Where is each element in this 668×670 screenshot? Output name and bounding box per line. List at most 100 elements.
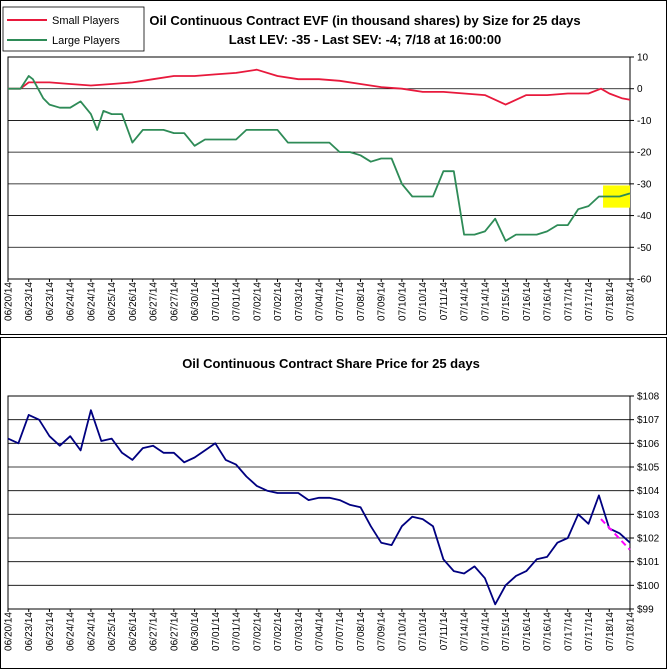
bottom-x-tick-label: 07/02/14 bbox=[273, 612, 284, 651]
top-x-tick-label: 06/25/14 bbox=[107, 282, 118, 321]
bottom-x-tick-label: 06/27/14 bbox=[169, 612, 180, 651]
top-x-tick-label: 07/15/14 bbox=[501, 282, 512, 321]
top-gridlines bbox=[8, 88, 630, 248]
series-line-price bbox=[7, 409, 631, 606]
top-y-tick-label: -50 bbox=[637, 243, 652, 254]
top-x-tick-label: 06/23/14 bbox=[24, 282, 35, 321]
bottom-x-tick-labels: 06/20/14 06/23/14 06/23/14 06/24/14 06/24/14… bbox=[4, 609, 637, 651]
bottom-x-tick-label: 07/01/14 bbox=[232, 612, 243, 651]
top-y-tick-label: -40 bbox=[637, 211, 652, 222]
top-x-tick-label: 06/23/14 bbox=[45, 282, 56, 321]
bottom-y-tick-label: $104 bbox=[637, 486, 660, 497]
top-legend: Small Players Large Players bbox=[2, 6, 145, 52]
top-x-tick-label: 07/10/14 bbox=[418, 282, 429, 321]
bottom-y-tick-label: $101 bbox=[637, 557, 660, 568]
trendline bbox=[600, 518, 631, 551]
bottom-x-tick-label: 07/10/14 bbox=[418, 612, 429, 651]
top-x-tick-label: 07/18/14 bbox=[626, 282, 637, 321]
bottom-y-tick-label: $99 bbox=[637, 605, 654, 616]
top-plot-area bbox=[7, 56, 631, 280]
bottom-x-tick-label: 07/07/14 bbox=[335, 612, 346, 651]
legend-box bbox=[2, 6, 145, 52]
top-x-tick-label: 07/01/14 bbox=[232, 282, 243, 321]
top-y-tick-label: -30 bbox=[637, 179, 652, 190]
top-x-tick-label: 07/10/14 bbox=[397, 282, 408, 321]
bottom-x-tick-label: 07/17/14 bbox=[584, 612, 595, 651]
top-x-tick-label: 06/20/14 bbox=[4, 282, 15, 321]
bottom-x-tick-label: 07/15/14 bbox=[501, 612, 512, 651]
bottom-x-tick-label: 06/25/14 bbox=[107, 612, 118, 651]
bottom-y-tick-label: $100 bbox=[637, 581, 660, 592]
bottom-y-tick-label: $102 bbox=[637, 534, 660, 545]
series-line-small-players bbox=[8, 68, 631, 106]
bottom-y-tick-label: $103 bbox=[637, 510, 660, 521]
bottom-x-tick-label: 07/17/14 bbox=[563, 612, 574, 651]
bottom-x-tick-label: 07/09/14 bbox=[377, 612, 388, 651]
bottom-x-tick-label: 07/11/14 bbox=[439, 612, 450, 651]
top-x-tick-label: 06/27/14 bbox=[169, 282, 180, 321]
top-x-tick-label: 07/04/14 bbox=[315, 282, 326, 321]
top-x-tick-label: 07/17/14 bbox=[563, 282, 574, 321]
bottom-x-tick-label: 06/23/14 bbox=[45, 612, 56, 651]
bottom-x-tick-label: 07/16/14 bbox=[543, 612, 554, 651]
bottom-x-tick-label: 07/03/14 bbox=[294, 612, 305, 651]
top-x-tick-label: 07/14/14 bbox=[460, 282, 471, 321]
bottom-x-tick-label: 06/24/14 bbox=[66, 612, 77, 651]
top-y-tick-label: -10 bbox=[637, 116, 652, 127]
bottom-plot-area bbox=[7, 395, 631, 610]
top-x-tick-label: 06/30/14 bbox=[190, 282, 201, 321]
bottom-x-tick-label: 06/20/14 bbox=[4, 612, 15, 651]
top-chart-title: Oil Continuous Contract EVF (in thousand… bbox=[149, 13, 580, 28]
top-x-tick-label: 07/02/14 bbox=[252, 282, 263, 321]
top-x-tick-label: 07/11/14 bbox=[439, 282, 450, 321]
top-x-tick-labels: 06/20/14 06/23/14 06/23/14 06/24/14 06/24/14… bbox=[4, 279, 637, 321]
legend-label-large-players: Large Players bbox=[52, 35, 120, 47]
bottom-x-tick-label: 07/16/14 bbox=[522, 612, 533, 651]
top-x-tick-label: 07/16/14 bbox=[543, 282, 554, 321]
top-x-tick-label: 07/02/14 bbox=[273, 282, 284, 321]
top-x-tick-label: 07/09/14 bbox=[377, 282, 388, 321]
top-y-tick-label: 0 bbox=[637, 84, 643, 95]
top-x-tick-label: 07/01/14 bbox=[211, 282, 222, 321]
top-x-tick-label: 07/08/14 bbox=[356, 282, 367, 321]
top-x-tick-label: 07/18/14 bbox=[605, 282, 616, 321]
top-x-tick-label: 07/03/14 bbox=[294, 282, 305, 321]
top-x-tick-label: 07/07/14 bbox=[335, 282, 346, 321]
top-series-layer bbox=[8, 68, 631, 242]
bottom-x-tick-label: 06/27/14 bbox=[149, 612, 160, 651]
bottom-y-tick-label: $108 bbox=[637, 392, 660, 403]
bottom-y-tick-label: $106 bbox=[637, 439, 660, 450]
bottom-y-tick-label: $107 bbox=[637, 415, 660, 426]
legend-label-small-players: Small Players bbox=[52, 15, 120, 27]
top-chart-subtitle: Last LEV: -35 - Last SEV: -4; 7/18 at 16… bbox=[229, 32, 501, 47]
bottom-x-tick-label: 07/01/14 bbox=[211, 612, 222, 651]
top-x-tick-label: 06/26/14 bbox=[128, 282, 139, 321]
top-y-tick-labels: 10 0 -10 -20 -30 -40 -50 -60 bbox=[630, 53, 652, 286]
top-x-tick-label: 06/27/14 bbox=[149, 282, 160, 321]
bottom-x-tick-label: 07/10/14 bbox=[397, 612, 408, 651]
bottom-x-tick-label: 07/14/14 bbox=[460, 612, 471, 651]
bottom-x-tick-label: 07/14/14 bbox=[480, 612, 491, 651]
bottom-gridlines bbox=[8, 419, 630, 586]
top-x-tick-label: 07/14/14 bbox=[480, 282, 491, 321]
top-x-tick-label: 07/17/14 bbox=[584, 282, 595, 321]
bottom-x-tick-label: 07/02/14 bbox=[252, 612, 263, 651]
top-x-tick-label: 06/24/14 bbox=[86, 282, 97, 321]
bottom-y-tick-label: $105 bbox=[637, 463, 660, 474]
bottom-x-tick-label: 07/04/14 bbox=[315, 612, 326, 651]
top-y-tick-label: -60 bbox=[637, 275, 652, 286]
bottom-y-tick-labels: $108 $107 $106 $105 $104 $103 $102 $101 $100 $99 bbox=[630, 392, 660, 616]
bottom-x-tick-label: 06/26/14 bbox=[128, 612, 139, 651]
bottom-x-tick-label: 07/18/14 bbox=[605, 612, 616, 651]
bottom-x-tick-label: 06/24/14 bbox=[86, 612, 97, 651]
top-y-tick-label: -20 bbox=[637, 148, 652, 159]
bottom-x-tick-label: 07/08/14 bbox=[356, 612, 367, 651]
top-x-tick-label: 06/24/14 bbox=[66, 282, 77, 321]
top-x-tick-label: 07/16/14 bbox=[522, 282, 533, 321]
bottom-chart-title: Oil Continuous Contract Share Price for … bbox=[182, 356, 480, 371]
bottom-series-layer bbox=[7, 409, 631, 606]
bottom-x-tick-label: 06/23/14 bbox=[24, 612, 35, 651]
bottom-x-tick-label: 07/18/14 bbox=[626, 612, 637, 651]
